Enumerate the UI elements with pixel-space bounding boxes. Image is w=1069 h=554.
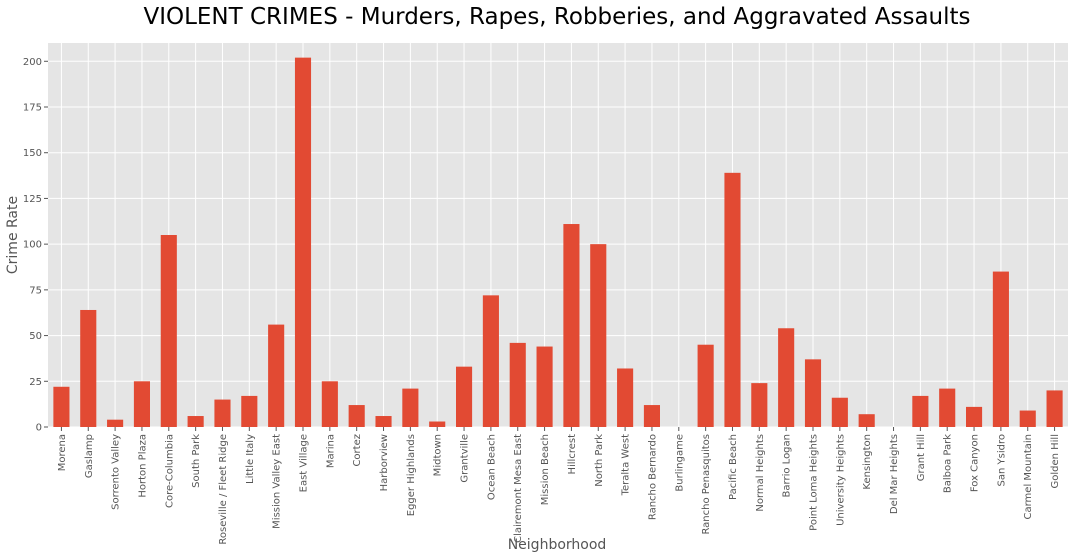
bar <box>509 342 526 427</box>
x-tick-label: Gaslamp <box>84 434 95 478</box>
x-tick-label: San Ysidro <box>996 434 1007 486</box>
bar <box>804 359 822 427</box>
y-tick-label: 175 <box>23 103 42 114</box>
x-tick-label: Harborview <box>379 434 390 491</box>
y-tick-label: 75 <box>29 285 42 296</box>
bar <box>831 397 848 427</box>
bar <box>294 57 312 427</box>
bar <box>429 421 446 427</box>
x-tick-label: Horton Plaza <box>137 434 148 498</box>
x-tick-label: Grantville <box>460 434 471 483</box>
x-tick-label: Normal Heights <box>755 434 766 512</box>
bar <box>402 388 419 427</box>
bar <box>482 295 499 427</box>
bar <box>939 388 956 427</box>
x-tick-label: Kensington <box>862 434 873 490</box>
bar <box>643 405 660 427</box>
bar <box>1046 390 1063 427</box>
x-tick-label: Cortez <box>352 434 363 467</box>
bar <box>80 309 97 427</box>
y-tick-label: 200 <box>23 57 42 68</box>
bar <box>321 381 338 427</box>
bar <box>617 368 634 427</box>
bar <box>563 224 580 427</box>
x-tick-label: Hillcrest <box>567 434 578 475</box>
x-tick-label: Sorrento Valley <box>111 434 122 510</box>
x-tick-label: Clairemont Mesa East <box>513 434 524 543</box>
x-tick-label: South Park <box>191 434 202 488</box>
x-tick-label: Little Italy <box>245 434 256 484</box>
x-tick-label: Burlingame <box>674 434 685 492</box>
x-tick-label: Barrio Logan <box>782 434 793 497</box>
y-tick-label: 25 <box>29 377 42 388</box>
x-tick-label: Ocean Beach <box>486 434 497 500</box>
x-tick-label: Rancho Penasquitos <box>701 434 712 535</box>
bar <box>214 399 231 427</box>
bar <box>375 416 392 427</box>
bar <box>187 416 204 427</box>
bar <box>160 235 177 427</box>
y-tick-label: 150 <box>23 148 42 159</box>
x-tick-label: Roseville / Fleet Ridge <box>218 434 229 545</box>
y-axis-ticks: 0 25 50 75 100 125 150 175 200 <box>23 57 48 434</box>
bars <box>53 57 1063 427</box>
x-tick-label: Fox Canyon <box>970 434 981 492</box>
bar <box>53 386 70 427</box>
bar <box>724 172 741 427</box>
x-tick-label: Midtown <box>433 434 444 476</box>
x-tick-label: Morena <box>57 434 68 471</box>
x-tick-label: Mission Beach <box>540 434 551 505</box>
y-tick-label: 100 <box>23 240 42 251</box>
bar <box>966 406 983 427</box>
bar <box>268 324 285 427</box>
bar <box>133 381 150 427</box>
x-tick-label: Grant Hill <box>916 434 927 481</box>
bar <box>751 383 768 427</box>
x-tick-label: Pacific Beach <box>728 434 739 500</box>
y-axis-label: Crime Rate <box>5 196 21 274</box>
x-tick-label: Balboa Park <box>943 434 954 493</box>
x-tick-label: East Village <box>299 434 310 492</box>
bar <box>590 244 607 427</box>
bar <box>107 419 124 427</box>
bar <box>536 346 553 427</box>
bar <box>697 344 714 427</box>
x-tick-label: Carmel Mountain <box>1023 434 1034 519</box>
y-tick-label: 0 <box>36 423 42 434</box>
x-tick-label: Marina <box>325 434 336 468</box>
bar <box>778 328 795 427</box>
x-tick-label: Golden Hill <box>1050 434 1061 489</box>
x-axis-label: Neighborhood <box>508 537 607 553</box>
x-tick-label: Core-Columbia <box>164 434 175 508</box>
x-tick-label: Del Mar Heights <box>889 434 900 514</box>
bar <box>992 271 1009 427</box>
x-tick-label: University Heights <box>835 434 846 526</box>
bar <box>456 366 473 427</box>
x-tick-label: Egger Highlands <box>406 434 417 516</box>
bar <box>912 395 929 427</box>
chart-title: VIOLENT CRIMES - Murders, Rapes, Robberi… <box>143 4 970 30</box>
bar <box>241 395 258 427</box>
plot-area <box>48 43 1068 427</box>
bar <box>348 405 365 427</box>
x-tick-label: North Park <box>594 434 605 487</box>
y-tick-label: 125 <box>23 194 42 205</box>
bar <box>858 414 875 427</box>
bar <box>1019 410 1036 427</box>
x-tick-label: Rancho Bernardo <box>647 434 658 520</box>
x-axis-ticks: Morena Gaslamp Sorrento Valley Horton Plaza… <box>57 427 1061 545</box>
x-tick-label: Point Loma Heights <box>809 434 820 531</box>
x-tick-label: Mission Valley East <box>272 434 283 529</box>
y-tick-label: 50 <box>29 331 42 342</box>
x-tick-label: Teralta West <box>621 434 632 496</box>
